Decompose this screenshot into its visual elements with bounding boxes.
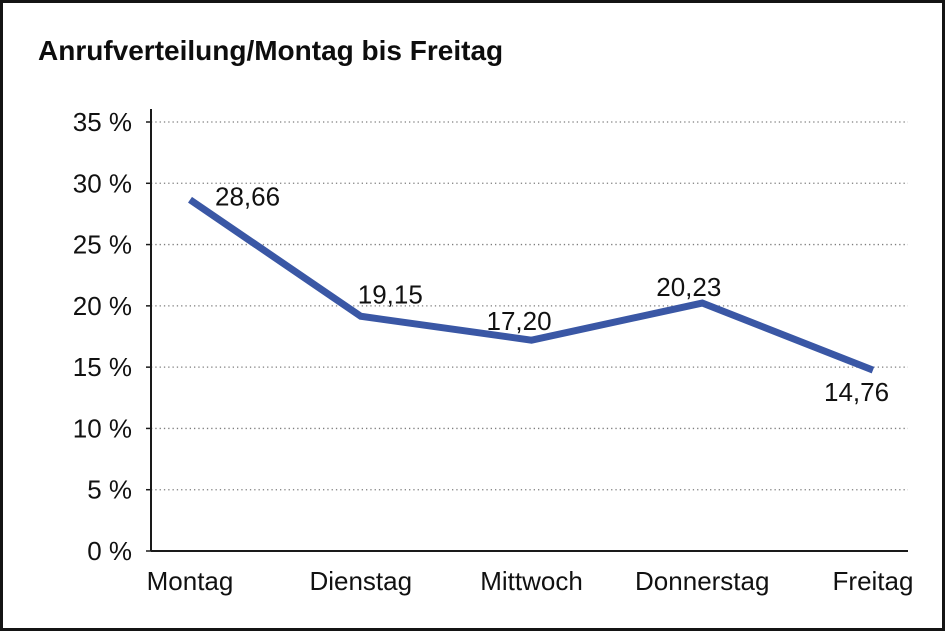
data-point-label: 19,15 (358, 279, 423, 309)
data-point-label: 20,23 (656, 272, 721, 302)
x-category-label: Mittwoch (480, 566, 583, 596)
y-tick-label: 35 % (73, 107, 132, 137)
data-point-label: 14,76 (824, 377, 889, 407)
x-category-label: Donnerstag (635, 566, 769, 596)
y-tick-label: 0 % (87, 536, 132, 566)
x-category-label: Montag (147, 566, 234, 596)
y-tick-label: 10 % (73, 413, 132, 443)
y-tick-label: 20 % (73, 291, 132, 321)
y-tick-label: 30 % (73, 168, 132, 198)
y-tick-label: 15 % (73, 352, 132, 382)
chart-title: Anrufverteilung/Montag bis Freitag (38, 35, 504, 66)
data-point-label: 28,66 (215, 182, 280, 212)
data-line (188, 196, 875, 374)
y-tick-label: 5 % (87, 475, 132, 505)
data-point-label: 17,20 (487, 306, 552, 336)
line-chart: 0 % 5 % 10 % 15 % 20 % 25 % 30 % 35 % 28,66 19,15… (73, 107, 914, 596)
x-category-label: Dienstag (309, 566, 412, 596)
x-category-label: Freitag (833, 566, 914, 596)
y-tick-label: 25 % (73, 230, 132, 260)
